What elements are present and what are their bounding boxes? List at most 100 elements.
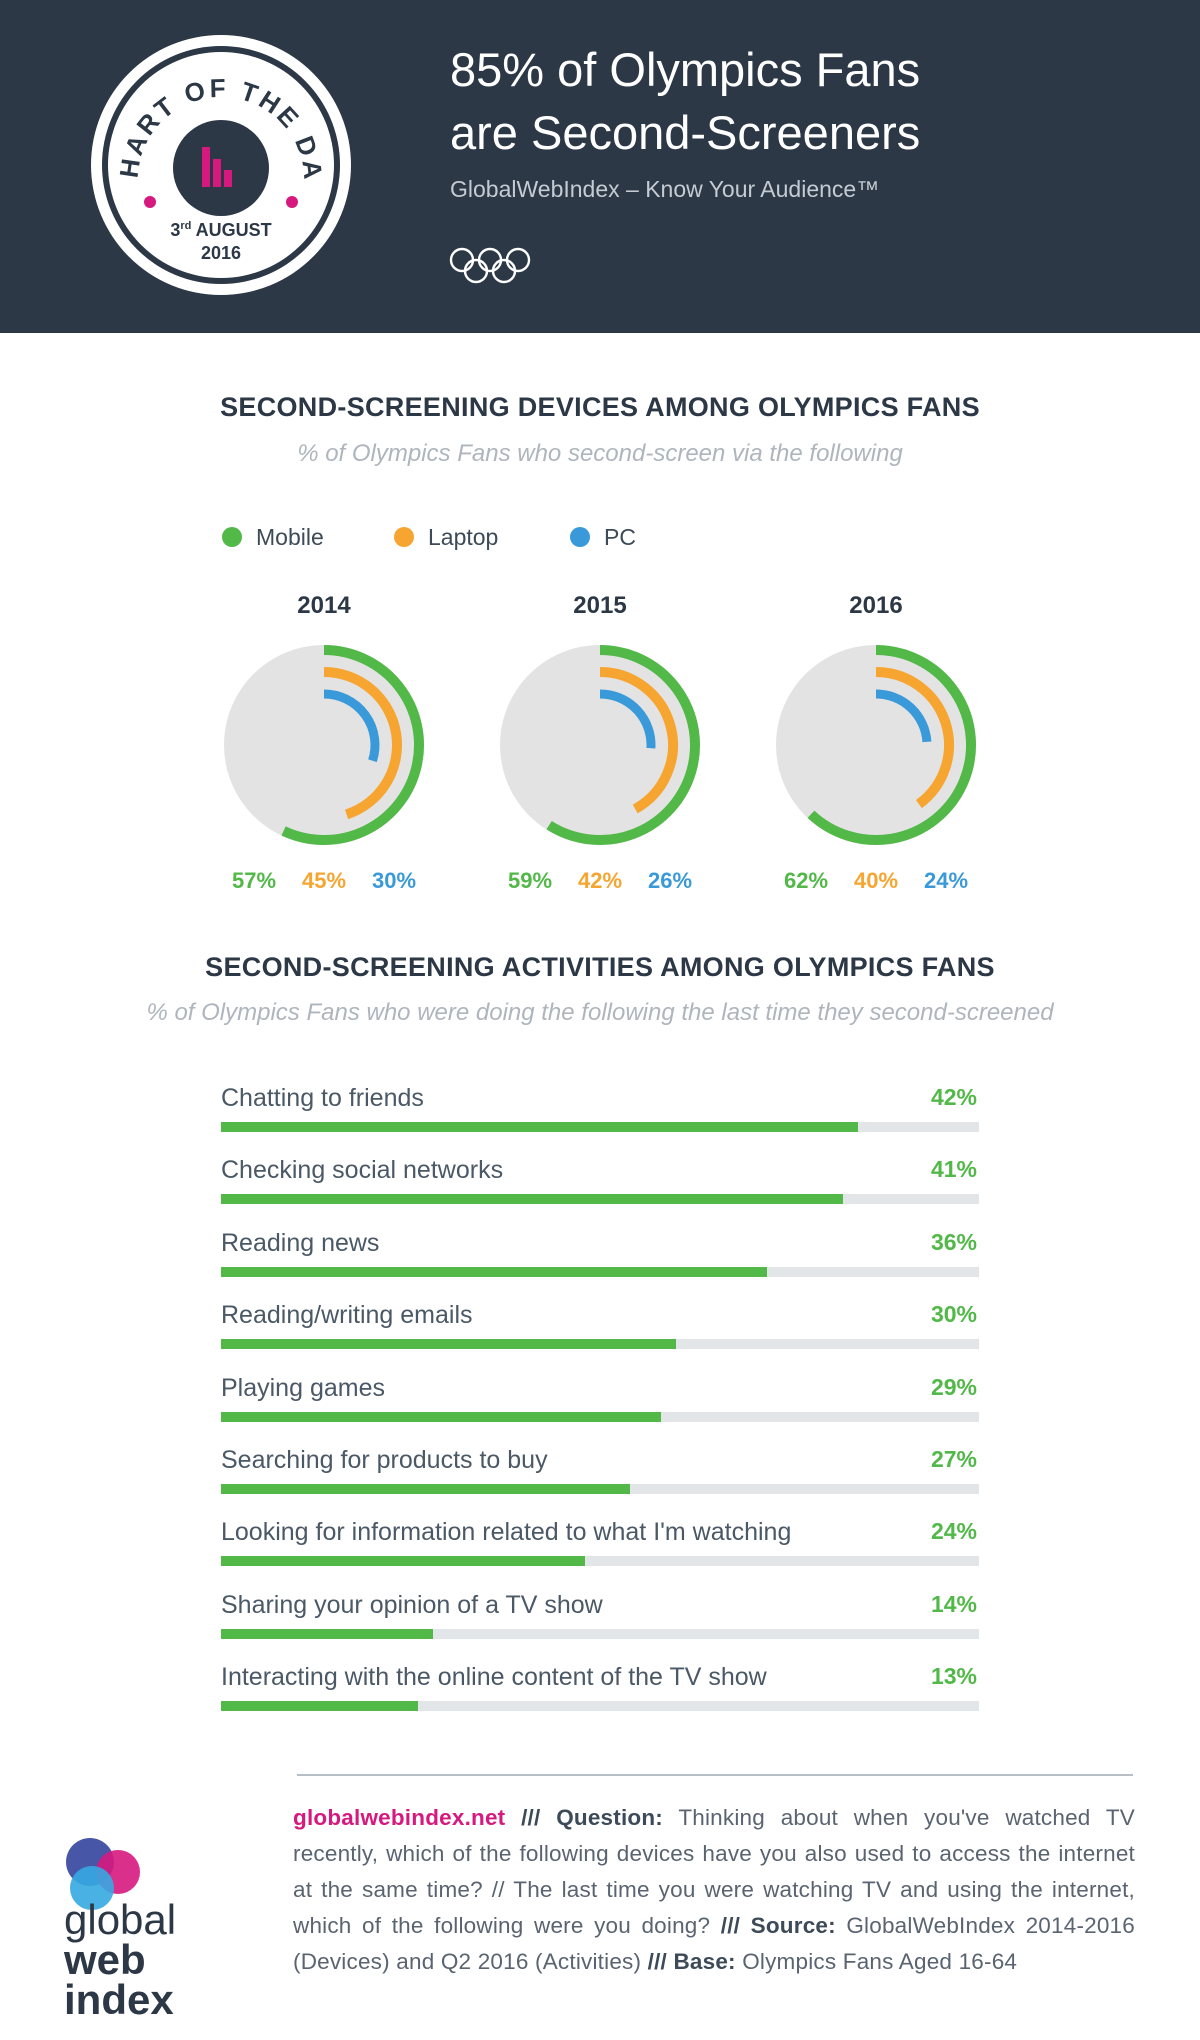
donut-arc-pc bbox=[323, 689, 380, 763]
bar-fill bbox=[221, 1556, 585, 1567]
badge-dot-right bbox=[286, 196, 298, 208]
donut-year-2014: 2014 bbox=[297, 592, 351, 619]
bar-fill bbox=[221, 1194, 843, 1205]
source-label: Source: bbox=[750, 1913, 836, 1938]
donut-value-laptop: 40% bbox=[853, 868, 899, 893]
badge-date: 3rd AUGUST bbox=[170, 220, 271, 240]
bar-row: Reading/writing emails 30% bbox=[221, 1287, 979, 1359]
badge-dot-left bbox=[144, 196, 156, 208]
bar-fill bbox=[221, 1701, 419, 1712]
separator: /// bbox=[505, 1805, 557, 1830]
donut-year-2015: 2015 bbox=[573, 592, 627, 619]
base-label: Base: bbox=[673, 1949, 736, 1974]
donut-values-2016: 62% 40% 24% bbox=[771, 868, 981, 894]
donut-value-mobile: 62% bbox=[783, 868, 829, 893]
bar-chart-icon bbox=[202, 147, 232, 187]
donut-arc-mobile bbox=[546, 645, 700, 845]
legend-item-laptop: Laptop bbox=[394, 520, 498, 554]
donut-chart-2014 bbox=[224, 645, 424, 845]
bar-value-label: 14% bbox=[930, 1590, 977, 1617]
bar-row: Interacting with the online content of t… bbox=[221, 1649, 979, 1721]
legend-item-mobile: Mobile bbox=[222, 520, 324, 554]
donut-arc-mobile bbox=[281, 645, 424, 845]
globalwebindex-logo-icon bbox=[66, 1838, 140, 1910]
donut-value-laptop: 42% bbox=[577, 868, 623, 893]
bar-row: Reading news 36% bbox=[221, 1215, 979, 1287]
bar-fill bbox=[221, 1483, 631, 1494]
laptop-legend-dot bbox=[394, 527, 414, 547]
page-title: 85% of Olympics Fans are Second-Screener… bbox=[450, 38, 920, 164]
donut-arc-pc bbox=[599, 689, 656, 749]
bar-row: Playing games 29% bbox=[221, 1360, 979, 1432]
logo-word-index: index bbox=[64, 1976, 174, 2023]
bar-fill bbox=[221, 1266, 767, 1277]
bar-track bbox=[221, 1483, 979, 1494]
header-subtitle: GlobalWebIndex – Know Your Audience™ bbox=[450, 176, 880, 202]
base-text: Olympics Fans Aged 16-64 bbox=[735, 1949, 1018, 1974]
title-line-2: are Second-Screeners bbox=[450, 106, 921, 159]
question-label: Question: bbox=[556, 1805, 663, 1830]
logo-wordmark: global web index bbox=[64, 1896, 177, 2023]
bar-value-label: 42% bbox=[930, 1084, 977, 1110]
bar-track bbox=[221, 1266, 979, 1277]
devices-section-title: SECOND-SCREENING DEVICES AMONG OLYMPICS … bbox=[220, 392, 980, 422]
bar-label: Checking social networks bbox=[221, 1156, 504, 1185]
bar-value-label: 24% bbox=[930, 1518, 977, 1545]
donut-arc-laptop bbox=[599, 667, 678, 814]
bar-value-label: 13% bbox=[930, 1663, 977, 1690]
donut-value-mobile: 59% bbox=[507, 868, 553, 893]
legend-label-mobile: Mobile bbox=[256, 523, 324, 550]
bar-label: Interacting with the online content of t… bbox=[221, 1663, 767, 1692]
bar-row: Checking social networks 41% bbox=[221, 1142, 979, 1214]
activities-section-title: SECOND-SCREENING ACTIVITIES AMONG OLYMPI… bbox=[205, 952, 995, 982]
donut-year-2016: 2016 bbox=[849, 592, 903, 619]
bar-track bbox=[221, 1194, 979, 1205]
bar-track bbox=[221, 1701, 979, 1712]
donut-arc-mobile bbox=[807, 645, 976, 845]
bar-label: Searching for products to buy bbox=[221, 1445, 548, 1474]
activities-section-subtitle: % of Olympics Fans who were doing the fo… bbox=[146, 999, 1054, 1026]
title-line-1: 85% of Olympics Fans bbox=[450, 43, 921, 96]
donut-value-pc: 26% bbox=[647, 868, 693, 893]
bar-label: Sharing your opinion of a TV show bbox=[221, 1590, 603, 1619]
site-link[interactable]: globalwebindex.net bbox=[293, 1805, 506, 1830]
bar-row: Looking for information related to what … bbox=[221, 1504, 979, 1576]
mobile-legend-dot bbox=[222, 527, 242, 547]
question-text: Thinking about when you've watched TV re… bbox=[293, 1805, 1136, 1938]
donut-value-mobile: 57% bbox=[231, 868, 277, 893]
donut-value-pc: 24% bbox=[923, 868, 969, 893]
legend-label-laptop: Laptop bbox=[428, 523, 499, 550]
footer-divider bbox=[297, 1774, 1133, 1776]
bar-fill bbox=[221, 1122, 858, 1132]
header-banner: CHART OF THE DAY 3rd AUGUST 2016 85% of … bbox=[0, 0, 1200, 333]
donut-arc-pc bbox=[875, 689, 932, 743]
bar-fill bbox=[221, 1339, 676, 1350]
bar-label: Looking for information related to what … bbox=[221, 1518, 792, 1547]
bar-track bbox=[221, 1339, 979, 1350]
donut-value-laptop: 45% bbox=[301, 868, 347, 893]
bar-value-label: 29% bbox=[930, 1373, 977, 1400]
donut-chart-2015 bbox=[500, 645, 700, 845]
donut-arc-laptop bbox=[323, 667, 403, 820]
donut-values-2015: 59% 42% 26% bbox=[495, 868, 705, 894]
activities-bar-chart: Chatting to friends 42% Checking social ne… bbox=[221, 1070, 979, 1722]
bar-track bbox=[221, 1628, 979, 1639]
bar-value-label: 27% bbox=[930, 1445, 977, 1472]
bar-track bbox=[221, 1411, 979, 1422]
bar-value-label: 41% bbox=[930, 1156, 977, 1183]
donut-value-pc: 30% bbox=[371, 868, 417, 893]
bar-track bbox=[221, 1122, 979, 1132]
donut-arc-laptop bbox=[875, 667, 954, 809]
bar-label: Chatting to friends bbox=[221, 1084, 424, 1112]
bar-row: Sharing your opinion of a TV show 14% bbox=[221, 1577, 979, 1649]
source-text: GlobalWebIndex 2014-2016 (Devices) and Q… bbox=[293, 1913, 1135, 1974]
bar-label: Reading news bbox=[221, 1228, 380, 1257]
bar-row: Searching for products to buy 27% bbox=[221, 1432, 979, 1504]
donut-chart-2016 bbox=[776, 645, 976, 845]
pc-legend-dot bbox=[570, 527, 590, 547]
logo-word-global: global bbox=[64, 1896, 177, 1943]
separator: /// bbox=[647, 1949, 674, 1974]
legend-label-pc: PC bbox=[604, 523, 636, 550]
bar-fill bbox=[221, 1411, 661, 1422]
logo-word-web: web bbox=[64, 1936, 146, 1983]
